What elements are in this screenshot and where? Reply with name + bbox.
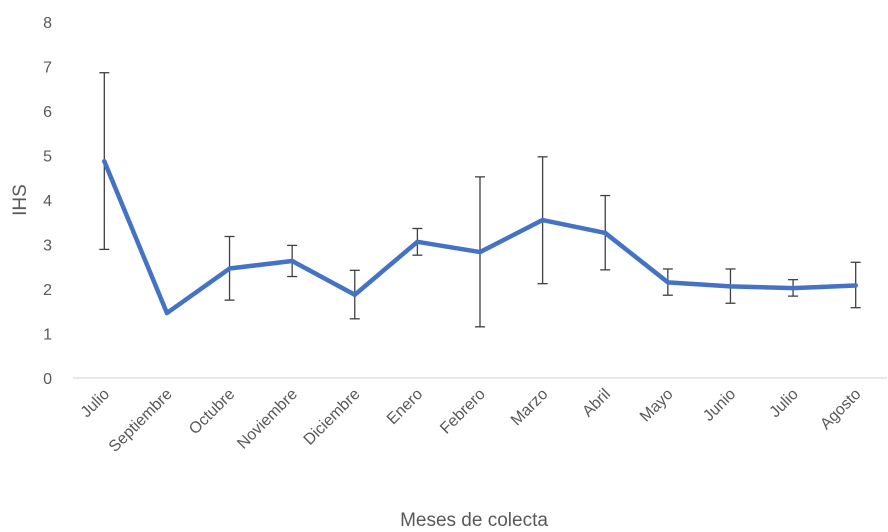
- x-tick-label: Diciembre: [301, 386, 364, 449]
- x-tick-label: Septiembre: [106, 386, 176, 456]
- y-tick-label: 0: [43, 371, 52, 388]
- x-tick-label: Octubre: [186, 386, 238, 438]
- series-line: [102, 159, 858, 316]
- x-tick-label: Julio: [78, 386, 113, 421]
- x-tick-label: Marzo: [508, 386, 552, 430]
- y-tick-label: 5: [43, 149, 52, 166]
- x-tick-label: Mayo: [637, 386, 677, 426]
- y-tick-label: 2: [43, 282, 52, 299]
- x-tick-label: Enero: [384, 386, 426, 428]
- y-tick-label: 3: [43, 238, 52, 255]
- x-tick-label: Junio: [700, 386, 739, 425]
- y-axis-ticks: 0 1 2 3 4 5 6 7 8: [43, 15, 52, 388]
- x-tick-label: Abril: [579, 386, 614, 421]
- y-axis-title: IHS: [10, 184, 31, 216]
- y-tick-label: 6: [43, 104, 52, 121]
- x-tick-label: Febrero: [437, 386, 489, 438]
- x-tick-label: Noviembre: [234, 386, 301, 453]
- y-tick-label: 1: [43, 327, 52, 344]
- x-tick-label: Agosto: [817, 386, 864, 433]
- y-tick-label: 7: [43, 60, 52, 77]
- x-axis-title: Meses de colecta: [400, 510, 548, 531]
- y-tick-label: 8: [43, 15, 52, 32]
- x-tick-label: Julio: [767, 386, 802, 421]
- y-tick-label: 4: [43, 193, 52, 210]
